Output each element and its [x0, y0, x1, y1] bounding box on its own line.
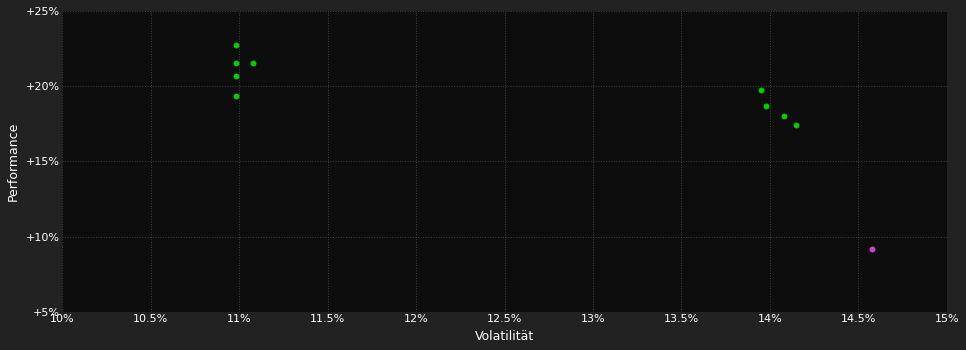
X-axis label: Volatilität: Volatilität: [475, 330, 534, 343]
Point: [788, 122, 804, 128]
Y-axis label: Performance: Performance: [7, 122, 20, 201]
Point: [758, 104, 774, 109]
Point: [228, 60, 243, 66]
Point: [245, 60, 261, 66]
Point: [228, 93, 243, 99]
Point: [228, 42, 243, 48]
Point: [865, 246, 880, 251]
Point: [777, 113, 792, 119]
Point: [753, 87, 769, 93]
Point: [228, 74, 243, 79]
